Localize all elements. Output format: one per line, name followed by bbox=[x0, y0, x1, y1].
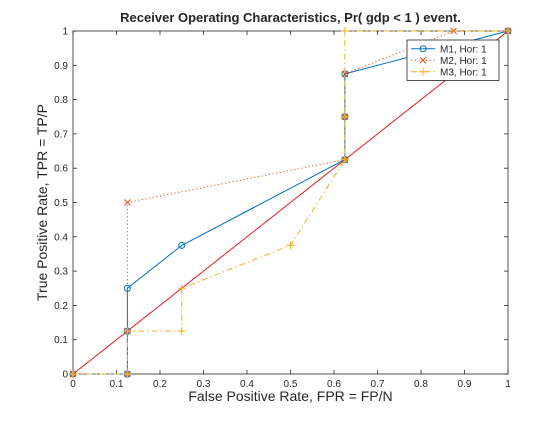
x-tick-label: 0.7 bbox=[371, 379, 385, 390]
y-tick-label: 1 bbox=[62, 27, 68, 38]
legend-entry-3: M3, Hor: 1 bbox=[440, 67, 487, 78]
y-tick-label: 0.7 bbox=[54, 129, 68, 140]
series-2-point bbox=[341, 70, 349, 78]
x-tick-label: 0.9 bbox=[458, 379, 472, 390]
y-tick-label: 0.9 bbox=[54, 61, 68, 72]
x-tick-label: 0.8 bbox=[414, 379, 428, 390]
legend-entry-2: M2, Hor: 1 bbox=[440, 56, 487, 67]
x-tick-label: 0.1 bbox=[110, 379, 124, 390]
series-3-point bbox=[340, 27, 349, 35]
x-tick-label: 0.4 bbox=[240, 379, 254, 390]
series-3 bbox=[69, 27, 512, 378]
legend-marker-1 bbox=[419, 45, 427, 53]
series-3-point bbox=[69, 370, 77, 378]
y-tick-label: 0.5 bbox=[54, 198, 68, 209]
legend-marker-3 bbox=[419, 67, 427, 76]
series-3-point bbox=[123, 370, 132, 378]
series-2-point bbox=[124, 199, 131, 206]
diagonal-reference-line bbox=[72, 30, 509, 375]
x-tick-label: 1 bbox=[505, 379, 511, 390]
x-tick-label: 0.3 bbox=[197, 379, 211, 390]
y-tick-label: 0.1 bbox=[54, 335, 68, 346]
x-tick-label: 0.6 bbox=[327, 379, 341, 390]
legend-entry-1: M1, Hor: 1 bbox=[440, 44, 487, 55]
x-axis-label: False Positive Rate, FPR = FP/N bbox=[188, 388, 392, 404]
y-tick-label: 0 bbox=[62, 370, 68, 381]
series-3-point bbox=[504, 27, 512, 35]
y-tick-label: 0.4 bbox=[54, 232, 68, 243]
y-tick-label: 0.6 bbox=[54, 164, 68, 175]
series-3-point bbox=[177, 284, 186, 293]
y-tick-label: 0.3 bbox=[54, 267, 68, 278]
series-3-point bbox=[123, 327, 132, 336]
x-tick-label: 0.5 bbox=[284, 379, 298, 390]
series-3-point bbox=[177, 327, 186, 336]
series-3-line bbox=[73, 30, 508, 375]
series-3-point bbox=[286, 241, 295, 250]
y-axis-label: True Positive Rate, TPR = TP/P bbox=[34, 104, 50, 301]
x-tick-label: 0.2 bbox=[153, 379, 167, 390]
chart-title: Receiver Operating Characteristics, Pr( … bbox=[120, 10, 461, 25]
x-tick-label: 0 bbox=[70, 379, 76, 390]
legend-marker-2 bbox=[419, 56, 427, 64]
series-3-point bbox=[340, 112, 349, 121]
series-3-point bbox=[340, 155, 349, 164]
y-tick-label: 0.2 bbox=[54, 301, 68, 312]
y-tick-label: 0.8 bbox=[54, 95, 68, 106]
series-1-point bbox=[178, 241, 186, 249]
